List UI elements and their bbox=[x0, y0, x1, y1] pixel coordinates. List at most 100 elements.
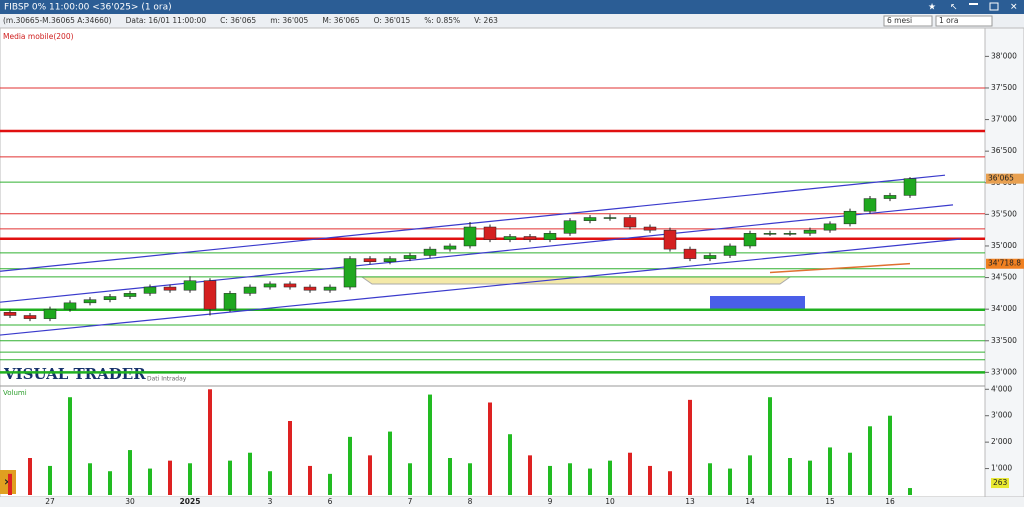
volume-bar bbox=[528, 455, 532, 495]
volume-bar bbox=[768, 397, 772, 495]
interval-text: 1 ora bbox=[939, 16, 958, 25]
candle-body bbox=[743, 233, 757, 247]
interval-select[interactable] bbox=[935, 15, 993, 27]
scroll-arrow: › bbox=[4, 475, 9, 489]
candle-body bbox=[703, 255, 717, 259]
volume-bar bbox=[268, 471, 272, 495]
info-field: V: 263 bbox=[474, 16, 498, 25]
plot-area bbox=[0, 27, 986, 498]
volume-bar bbox=[248, 452, 252, 495]
moving-average bbox=[769, 262, 911, 274]
volume-bar bbox=[328, 473, 332, 495]
candle-body bbox=[763, 233, 777, 235]
volume-bar bbox=[168, 460, 172, 495]
volume-title: Volumi bbox=[3, 389, 27, 397]
candle-body bbox=[623, 217, 637, 228]
volume-bar bbox=[688, 399, 692, 495]
volume-bar bbox=[628, 452, 632, 495]
price-label: 36'065 bbox=[988, 174, 1014, 183]
x-tick-label: 3 bbox=[268, 497, 273, 506]
x-tick-label: 8 bbox=[468, 497, 473, 506]
trend-line bbox=[0, 238, 962, 336]
candle-body bbox=[543, 233, 557, 240]
volume-bar bbox=[668, 471, 672, 495]
info-field: Data: 16/01 11:00:00 bbox=[126, 16, 207, 25]
y-tick-label: 3'000 bbox=[991, 411, 1012, 420]
window-title: FIBSP 0% 11:00:00 <36'025> (1 ora) bbox=[4, 3, 172, 13]
candle-body bbox=[383, 258, 397, 263]
x-tick-label: 6 bbox=[328, 497, 333, 506]
price-label-box bbox=[986, 258, 1024, 269]
price-label-box bbox=[986, 173, 1024, 184]
candle-body bbox=[563, 220, 577, 234]
candle-body bbox=[463, 226, 477, 247]
ma-legend: Media mobile(200) bbox=[3, 32, 74, 41]
candle-body bbox=[3, 312, 17, 316]
info-field: %: 0.85% bbox=[424, 16, 460, 25]
volume-bar bbox=[588, 468, 592, 495]
candle-body bbox=[243, 286, 257, 294]
y-tick-label: 38'000 bbox=[991, 51, 1017, 60]
candle-body bbox=[423, 248, 437, 256]
volume-bar bbox=[728, 468, 732, 495]
volume-bar bbox=[888, 415, 892, 495]
x-tick-label: 2025 bbox=[180, 497, 201, 506]
volume-bar bbox=[108, 471, 112, 495]
volume-bar bbox=[208, 389, 212, 495]
volume-bar bbox=[148, 468, 152, 495]
x-tick-label: 13 bbox=[685, 497, 695, 506]
y-tick-label: 37'500 bbox=[991, 83, 1017, 92]
volume-bar bbox=[68, 397, 72, 495]
candle-body bbox=[283, 283, 297, 288]
volume-bar bbox=[228, 460, 232, 495]
candle-body bbox=[183, 280, 197, 291]
candle-body bbox=[583, 217, 597, 221]
volume-bar bbox=[488, 402, 492, 495]
candle-body bbox=[303, 286, 317, 291]
x-tick-label: 16 bbox=[885, 497, 895, 506]
y-tick-label: 36'500 bbox=[991, 146, 1017, 155]
price-label: 34'718.8 bbox=[988, 259, 1021, 268]
y-tick-label: 1'000 bbox=[991, 464, 1012, 473]
star-button[interactable]: ★ bbox=[928, 3, 936, 13]
candle-body bbox=[663, 229, 677, 250]
minimize-button[interactable] bbox=[969, 3, 978, 5]
candle-body bbox=[723, 245, 737, 256]
candle-body bbox=[523, 236, 537, 240]
arrow-button[interactable]: ↖ bbox=[950, 3, 958, 13]
x-tick-label: 30 bbox=[125, 497, 135, 506]
candle-body bbox=[123, 293, 137, 297]
info-field: O: 36'015 bbox=[374, 16, 411, 25]
volume-bar bbox=[548, 465, 552, 495]
volume-bar bbox=[388, 431, 392, 495]
volume-bar bbox=[448, 458, 452, 495]
y-tick-label: 35'000 bbox=[991, 241, 1017, 250]
candle-body bbox=[83, 299, 97, 304]
candle-body bbox=[323, 286, 337, 291]
volume-bar bbox=[368, 455, 372, 495]
close-button[interactable]: ✕ bbox=[1010, 3, 1018, 13]
volume-bar bbox=[828, 447, 832, 495]
volume-bar bbox=[188, 463, 192, 495]
title-bar bbox=[0, 0, 1024, 14]
period-text: 6 mesi bbox=[887, 16, 912, 25]
period-select[interactable] bbox=[883, 15, 933, 27]
info-field: C: 36'065 bbox=[220, 16, 256, 25]
candle-body bbox=[263, 283, 277, 288]
candle-body bbox=[883, 195, 897, 199]
candle-body bbox=[43, 308, 57, 319]
candle-body bbox=[603, 217, 617, 219]
y-tick-label: 34'000 bbox=[991, 304, 1017, 313]
zone-box bbox=[710, 296, 805, 309]
candle-body bbox=[783, 233, 797, 235]
maximize-button[interactable] bbox=[989, 2, 999, 11]
info-field: (m.30665-M.36065 A:34660) bbox=[3, 16, 112, 25]
volume-label: 263 bbox=[993, 478, 1008, 487]
candle-body bbox=[643, 226, 657, 231]
candle-body bbox=[143, 286, 157, 294]
candle-body bbox=[103, 296, 117, 300]
volume-bar bbox=[648, 465, 652, 495]
volume-bar bbox=[288, 421, 292, 495]
trend-line bbox=[0, 174, 946, 272]
